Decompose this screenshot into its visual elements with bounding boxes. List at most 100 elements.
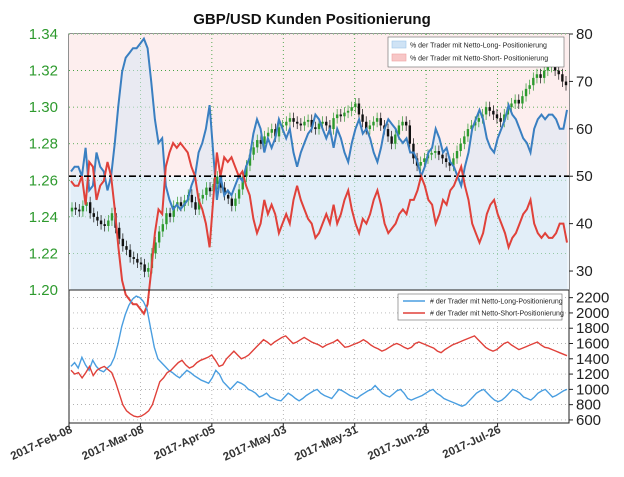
candle-body	[463, 136, 466, 144]
top-panel-areas	[71, 38, 567, 291]
candle-body	[263, 136, 266, 144]
candle-body	[543, 70, 546, 78]
candle-body	[557, 70, 560, 75]
bottom-right-tick-label: 600	[576, 412, 601, 429]
candle-body	[208, 187, 212, 192]
x-tick-label: 2017-May-03	[221, 424, 288, 464]
candle-body	[216, 176, 219, 184]
bottom-right-tick-label: 1000	[576, 381, 609, 398]
bottom-legend-label-short: # der Trader mit Netto-Short-Positionier…	[430, 311, 564, 318]
candle-body	[379, 118, 382, 126]
candle-body	[147, 268, 150, 272]
candle-body	[332, 118, 335, 130]
candle-body	[437, 151, 441, 155]
candle-body	[354, 103, 357, 108]
candle-body	[288, 118, 292, 122]
candle-body	[430, 152, 433, 155]
left-tick-label: 1.24	[29, 209, 58, 226]
candle-body	[397, 125, 401, 135]
candle-body	[132, 257, 135, 259]
right-axis-ticks: 80 70 60 50 40 30	[569, 26, 593, 280]
candle-body	[317, 123, 321, 130]
bottom-panel-frame	[68, 289, 570, 424]
candle-body	[390, 136, 393, 144]
candle-body	[154, 242, 157, 254]
candle-body	[190, 194, 194, 203]
bottom-right-tick-label: 2200	[576, 290, 609, 307]
candle-body	[281, 125, 284, 128]
candle-body	[477, 118, 481, 122]
candle-body	[310, 119, 313, 128]
candle-body	[564, 81, 568, 86]
long-percent-line	[70, 36, 568, 212]
candle-body	[535, 74, 539, 78]
left-tick-label: 1.30	[29, 99, 58, 116]
candle-body	[88, 202, 92, 214]
x-axis-ticks: 2017-Feb-08 2017-Mar-08 2017-Apr-05 2017-Ma…	[9, 423, 503, 464]
candle-body	[365, 121, 368, 130]
candle-body	[314, 127, 317, 130]
candle-body	[452, 158, 455, 166]
right-tick-label: 70	[576, 73, 593, 90]
candle-body	[252, 147, 255, 155]
candle-body	[205, 187, 208, 195]
candle-body	[234, 198, 237, 206]
candle-body	[256, 140, 259, 148]
candle-body	[408, 125, 412, 144]
left-axis-ticks: 1.34 1.32 1.30 1.28 1.26 1.24 1.22 1.20	[29, 26, 58, 299]
top-legend-swatch-long	[391, 40, 407, 49]
top-panel-lines	[70, 36, 568, 316]
x-tick-label: 2017-Jun-28	[366, 424, 432, 463]
candle-body	[466, 129, 470, 137]
candle-body	[194, 202, 197, 210]
candle-body	[434, 151, 437, 153]
candle-body	[350, 107, 353, 111]
candle-body	[118, 227, 121, 239]
candle-body	[441, 154, 444, 159]
candle-body	[121, 238, 125, 247]
candle-body	[470, 125, 473, 130]
candle-body	[499, 118, 502, 122]
candle-body	[532, 77, 535, 86]
candle-body	[423, 158, 426, 162]
candle-body	[197, 198, 201, 210]
top-legend-label-long: % der Trader mit Netto-Long- Positionier…	[410, 43, 547, 50]
candle-body	[492, 110, 495, 115]
candle-body	[110, 213, 114, 221]
right-tick-label: 30	[576, 263, 593, 280]
candle-body	[503, 114, 506, 122]
candle-body	[245, 165, 248, 177]
right-tick-label: 80	[576, 26, 593, 43]
top-legend-swatch-short	[391, 53, 407, 62]
bottom-panel-lines	[70, 295, 568, 418]
bottom-right-tick-label: 1600	[576, 336, 609, 353]
candle-body	[484, 107, 488, 115]
bottom-right-tick-label: 800	[576, 397, 601, 414]
candle-body	[136, 258, 139, 263]
candle-body	[401, 121, 404, 126]
candle-body	[168, 213, 172, 217]
left-tick-label: 1.26	[29, 172, 58, 189]
candle-body	[179, 202, 183, 206]
candle-body	[375, 118, 379, 122]
candle-body	[394, 134, 397, 144]
x-tick-label: 2017-Apr-05	[152, 424, 217, 463]
candle-body	[172, 205, 175, 217]
candle-body	[259, 140, 263, 144]
candle-body	[81, 205, 85, 212]
left-tick-label: 1.28	[29, 136, 58, 153]
top-panel-legend: % der Trader mit Netto-Long- Positionier…	[387, 36, 565, 68]
top-legend-label-short: % der Trader mit Netto-Short- Positionie…	[410, 56, 548, 63]
candle-body	[524, 88, 528, 97]
top-panel: 1.34 1.32 1.30 1.28 1.26 1.24 1.22 1.20 80 70 60 5…	[29, 26, 593, 316]
candle-body	[495, 114, 499, 119]
candle-body	[165, 213, 168, 225]
candle-body	[325, 121, 328, 126]
bottom-legend-box	[397, 293, 563, 321]
candle-body	[201, 194, 204, 199]
candle-body	[361, 114, 364, 122]
left-tick-label: 1.20	[29, 282, 58, 299]
bottom-panel-legend: # der Trader mit Netto-Long-Positionieru…	[397, 293, 564, 321]
